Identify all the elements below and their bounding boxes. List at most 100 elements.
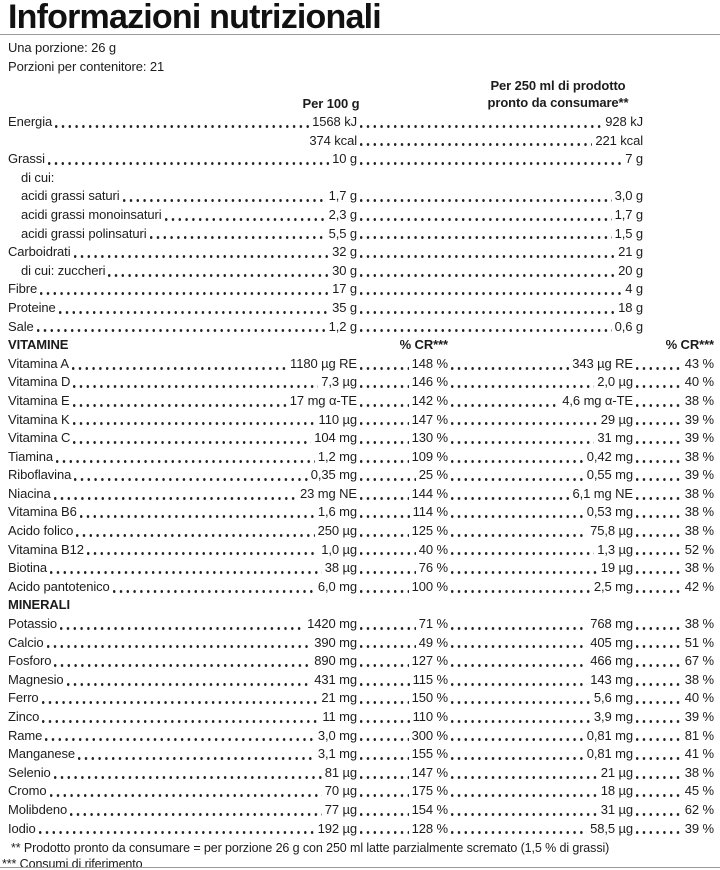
row-amount-per-250ml-value: 768 mg xyxy=(590,616,633,632)
table-row: Acido pantotenico 6,0 mg 100 % 2,5 mg 42 % xyxy=(8,577,714,597)
dot-leader xyxy=(450,429,595,448)
dot-leader xyxy=(450,354,570,374)
table-row: Rame 3,0 mg 300 % 0,81 mg 81 % xyxy=(8,726,714,746)
row-amount-per-100g: 11 mg xyxy=(39,708,357,727)
column-header-per-250ml-line1: Per 250 ml di prodotto xyxy=(490,78,626,93)
row-amount-per-250ml: 0,55 mg xyxy=(448,466,633,485)
row-amount-per-250ml-value: 3,0 g xyxy=(614,188,644,204)
row-pct-cr-per-100g-value: 147 % xyxy=(411,411,448,427)
row-pct-cr-per-250ml: 38 % xyxy=(633,484,714,504)
row-pct-cr-per-250ml: 51 % xyxy=(633,633,714,653)
dot-leader xyxy=(635,782,682,801)
row-amount-per-250ml-value: 928 kJ xyxy=(605,114,643,129)
dot-leader xyxy=(635,745,682,764)
row-pct-cr-per-250ml: 39 % xyxy=(633,466,714,485)
row-amount-per-100g: 0,35 mg xyxy=(71,466,357,485)
dot-leader xyxy=(635,689,682,708)
row-label: Fibre xyxy=(8,281,38,297)
row-pct-cr-per-100g-value: 125 % xyxy=(411,523,448,539)
row-pct-cr-per-250ml-value: 39 % xyxy=(684,709,714,724)
dot-leader xyxy=(450,559,598,578)
row-amount-per-250ml-value: 5,6 mg xyxy=(593,690,633,706)
row-pct-cr-per-250ml-value: 40 % xyxy=(684,374,714,390)
dot-leader xyxy=(359,726,409,746)
row-amount-per-100g: 6,0 mg xyxy=(110,577,357,597)
row-amount-per-250ml-value: 58,5 µg xyxy=(590,820,633,836)
row-amount-per-100g-value: 6,0 mg xyxy=(317,578,357,594)
row-amount-per-100g-value: 192 µg xyxy=(317,820,358,836)
dot-leader xyxy=(359,484,409,504)
row-pct-cr-per-100g-value: 146 % xyxy=(411,374,448,390)
row-pct-cr-per-100g: 144 % xyxy=(357,484,448,504)
row-amount-per-250ml: 2,0 µg xyxy=(448,373,633,392)
dot-leader xyxy=(450,484,570,504)
dot-leader xyxy=(635,577,682,597)
row-amount-per-100g-value: 23 mg NE xyxy=(299,485,357,501)
row-pct-cr-per-100g: 109 % xyxy=(357,447,448,467)
dot-leader xyxy=(41,708,320,727)
dot-leader xyxy=(450,373,595,392)
row-amount-per-250ml-value: 31 µg xyxy=(600,801,633,817)
row-pct-cr-per-100g-value: 109 % xyxy=(411,448,448,464)
dot-leader xyxy=(37,819,315,839)
row-pct-cr-per-100g: 146 % xyxy=(357,373,448,392)
dot-leader xyxy=(75,522,315,541)
table-row: Potassio 1420 mg 71 % 768 mg 38 % xyxy=(8,615,714,634)
row-amount-per-250ml-value: 3,9 mg xyxy=(593,709,633,724)
row-pct-cr-per-250ml: 45 % xyxy=(633,782,714,801)
table-row: Vitamina B12 1,0 µg 40 % 1,3 µg 52 % xyxy=(8,540,714,560)
row-amount-per-250ml: 19 µg xyxy=(448,559,633,578)
dot-leader xyxy=(359,187,612,206)
dot-leader xyxy=(77,745,315,764)
row-pct-cr-per-100g-value: 154 % xyxy=(411,801,448,817)
table-row: Iodio 192 µg 128 % 58,5 µg 39 % xyxy=(8,819,714,839)
row-pct-cr-per-250ml: 39 % xyxy=(633,819,714,839)
pct-cr-header-value: % CR*** xyxy=(399,337,449,353)
table-row: Sale 1,2 g 0,6 g xyxy=(8,317,714,337)
row-amount-per-100g: 3,0 mg xyxy=(42,726,357,746)
row-label: Sale xyxy=(8,318,34,334)
dot-leader xyxy=(359,280,623,299)
dot-leader xyxy=(59,615,305,634)
row-pct-cr-per-100g-value: 147 % xyxy=(411,764,448,780)
section-header-row: VITAMINE % CR*** % CR*** xyxy=(8,336,714,355)
row-amount-per-100g: 1420 mg xyxy=(57,615,357,634)
dot-leader xyxy=(450,763,598,783)
row-amount-per-100g-value: 35 g xyxy=(332,299,357,315)
row-pct-cr-per-100g: 110 % xyxy=(357,708,448,727)
row-pct-cr-per-250ml: 38 % xyxy=(633,559,714,578)
dot-leader xyxy=(71,410,316,430)
table-row: di cui: zuccheri 30 g 20 g xyxy=(8,261,714,281)
row-label: Vitamina E xyxy=(8,392,70,408)
row-pct-cr-per-100g-value: 155 % xyxy=(411,746,448,762)
row-pct-cr-per-250ml-value: 38 % xyxy=(684,616,714,632)
table-row: Vitamina D 7,3 µg 146 % 2,0 µg 40 % xyxy=(8,373,714,392)
dot-leader xyxy=(53,652,312,671)
row-label: acidi grassi polinsaturi xyxy=(21,225,147,241)
row-amount-per-250ml: 1,7 g xyxy=(357,205,643,225)
dot-leader xyxy=(359,708,410,727)
dot-leader xyxy=(359,205,612,225)
dot-leader xyxy=(635,726,682,746)
row-pct-cr-per-100g-value: 144 % xyxy=(411,485,448,501)
row-amount-per-100g-value: 3,1 mg xyxy=(317,746,357,762)
row-label: Tiamina xyxy=(8,448,54,464)
row-pct-cr-per-100g-value: 114 % xyxy=(412,504,449,520)
table-row: Energia 1568 kJ 928 kJ xyxy=(8,113,714,132)
dot-leader xyxy=(635,429,682,448)
table-row: Zinco 11 mg 110 % 3,9 mg 39 % xyxy=(8,708,714,727)
row-label: Rame xyxy=(8,727,43,743)
row-amount-per-100g-value: 30 g xyxy=(332,262,357,278)
row-amount-per-250ml-value: 18 µg xyxy=(600,783,633,799)
row-pct-cr-per-100g-value: 150 % xyxy=(411,690,448,706)
row-pct-cr-per-250ml-value: 67 % xyxy=(684,653,714,669)
row-pct-cr-per-250ml: 40 % xyxy=(633,689,714,708)
row-amount-per-100g-value: 1180 µg RE xyxy=(290,355,357,371)
dot-leader xyxy=(635,540,682,560)
table-row: Proteine 35 g 18 g xyxy=(8,298,714,318)
row-amount-per-250ml-value: 0,81 mg xyxy=(586,727,633,743)
row-amount-per-250ml: 0,81 mg xyxy=(448,726,633,746)
row-pct-cr-per-250ml: 67 % xyxy=(633,652,714,671)
row-amount-per-250ml-value: 343 µg RE xyxy=(572,355,633,371)
dot-leader xyxy=(71,391,287,411)
